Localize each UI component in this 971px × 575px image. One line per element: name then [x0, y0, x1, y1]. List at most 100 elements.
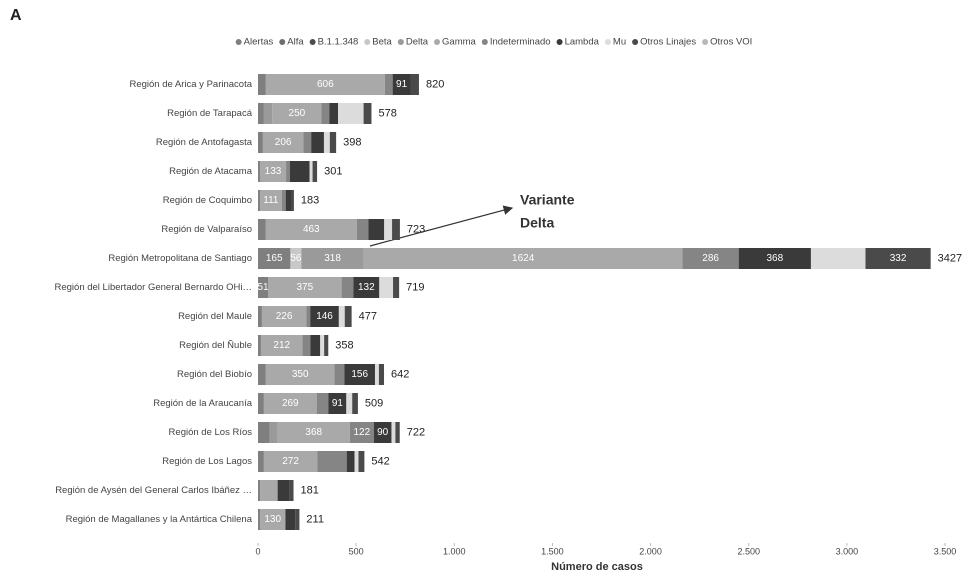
- x-tick-label: 2.000: [639, 546, 662, 556]
- total-label: 181: [301, 484, 319, 496]
- legend-item: Otros VOI: [702, 37, 752, 48]
- legend-label: B.1.1.348: [318, 37, 359, 48]
- y-tick-label: Región del Libertador General Bernardo O…: [55, 282, 253, 293]
- x-tick-label: 2.500: [737, 546, 760, 556]
- bar-segment: [312, 161, 318, 182]
- x-tick-label: 1.500: [541, 546, 564, 556]
- bar-segment: [263, 103, 273, 124]
- bar-segment: [865, 248, 931, 269]
- bar-segment: [353, 277, 380, 298]
- data-label: 272: [282, 456, 299, 467]
- bar-segment: [373, 422, 392, 443]
- total-label: 719: [406, 281, 424, 293]
- legend-label: Otros Linajes: [640, 37, 696, 48]
- total-label: 477: [359, 310, 377, 322]
- bar-segment: [258, 393, 264, 414]
- bar-segment: [286, 161, 290, 182]
- total-label: 358: [335, 339, 353, 351]
- bar-segment: [301, 248, 364, 269]
- bar-segment: [263, 393, 317, 414]
- bar-segment: [258, 335, 261, 356]
- data-label: 368: [305, 427, 322, 438]
- legend-label: Alfa: [287, 37, 304, 48]
- bar-segment: [259, 509, 286, 530]
- bar-segment: [309, 161, 313, 182]
- bar-segment: [258, 306, 262, 327]
- data-label: 1624: [512, 253, 535, 264]
- legend-item: Lambda: [556, 37, 600, 48]
- bar-segment: [265, 364, 335, 385]
- bar-segment: [384, 219, 393, 240]
- total-label: 578: [378, 107, 396, 119]
- bar-segment: [329, 132, 337, 153]
- bar-segment: [378, 364, 385, 385]
- bar-segment: [258, 364, 266, 385]
- bar-segment: [289, 161, 310, 182]
- data-label: 56: [290, 253, 302, 264]
- bar-segment: [379, 277, 394, 298]
- total-label: 722: [407, 426, 425, 438]
- bar-segment: [344, 364, 375, 385]
- bar-segment: [317, 451, 347, 472]
- y-tick-label: Región de Atacama: [169, 166, 253, 177]
- bar-segment: [290, 248, 302, 269]
- legend-swatch: [279, 39, 286, 45]
- bar-segment: [258, 74, 266, 95]
- bar-segment: [260, 335, 303, 356]
- data-label: 463: [303, 224, 320, 235]
- data-label: 286: [702, 253, 719, 264]
- bar-segment: [310, 306, 339, 327]
- data-label: 146: [316, 311, 333, 322]
- bar-segment: [346, 393, 353, 414]
- data-label: 90: [377, 427, 389, 438]
- bar-segment: [320, 335, 325, 356]
- bar-segment: [346, 451, 355, 472]
- y-tick-label: Región de Arica y Parinacota: [129, 79, 252, 90]
- bar-segment: [310, 335, 321, 356]
- legend-label: Beta: [372, 37, 392, 48]
- annotation: Delta: [520, 215, 554, 231]
- bar-segment: [281, 190, 286, 211]
- legend-label: Delta: [406, 37, 429, 48]
- y-tick-label: Región de Valparaíso: [161, 224, 252, 235]
- bar-segment: [316, 393, 329, 414]
- bar-segment: [295, 509, 300, 530]
- data-label: 132: [358, 282, 375, 293]
- bar-segment: [258, 219, 266, 240]
- bar-segment: [258, 509, 260, 530]
- annotation: Variante: [520, 192, 575, 208]
- total-label: 542: [371, 455, 389, 467]
- data-label: 165: [266, 253, 283, 264]
- data-label: 206: [275, 137, 292, 148]
- bar-segment: [291, 190, 294, 211]
- total-label: 723: [407, 223, 425, 235]
- total-label: 3427: [938, 252, 962, 264]
- legend-swatch: [397, 39, 404, 45]
- bar-segment: [392, 74, 411, 95]
- total-label: 820: [426, 78, 444, 90]
- total-label: 398: [343, 136, 361, 148]
- data-label: 350: [292, 369, 309, 380]
- bar-segment: [344, 306, 352, 327]
- bar-segment: [262, 132, 304, 153]
- bar-segment: [384, 74, 393, 95]
- legend-item: Otros Linajes: [632, 37, 696, 48]
- y-tick-label: Región del Ñuble: [179, 340, 252, 351]
- bar-segment: [259, 480, 278, 501]
- bar-segment: [354, 451, 359, 472]
- data-label: 332: [890, 253, 907, 264]
- total-label: 642: [391, 368, 409, 380]
- bar-segment: [258, 451, 264, 472]
- bar-segment: [302, 335, 311, 356]
- bar-segment: [258, 277, 269, 298]
- y-tick-label: Región de Los Lagos: [162, 456, 252, 467]
- bar-segment: [363, 248, 683, 269]
- bar-segment: [272, 103, 322, 124]
- legend-item: B.1.1.348: [309, 37, 359, 48]
- legend-label: Alertas: [244, 37, 274, 48]
- data-label: 375: [296, 282, 313, 293]
- bar-segment: [368, 219, 385, 240]
- data-label: 51: [257, 282, 269, 293]
- y-tick-label: Región de Aysén del General Carlos Ibáñe…: [55, 485, 252, 496]
- y-tick-label: Región de Tarapacá: [167, 108, 253, 119]
